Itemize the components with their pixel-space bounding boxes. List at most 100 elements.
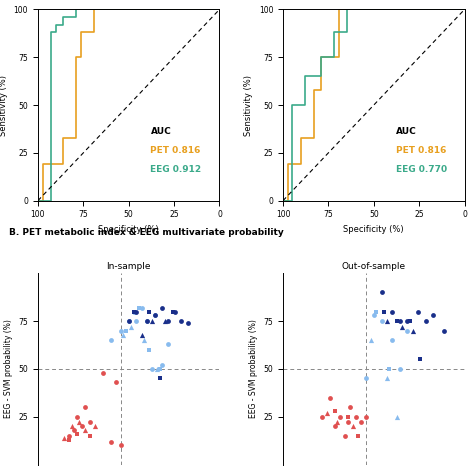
Point <box>86 432 93 439</box>
Point <box>65 432 73 439</box>
Point <box>143 317 151 325</box>
Point <box>409 327 417 335</box>
Point <box>133 317 140 325</box>
Point <box>373 308 380 315</box>
Point <box>81 426 88 434</box>
Point <box>151 311 158 319</box>
Point <box>81 403 88 411</box>
Point <box>385 365 393 373</box>
Text: PET 0.816: PET 0.816 <box>395 146 446 155</box>
Point <box>362 413 370 420</box>
Point <box>138 304 146 311</box>
Point <box>60 434 68 442</box>
Point <box>341 432 349 439</box>
Point <box>128 323 135 331</box>
Point <box>396 317 403 325</box>
Point <box>73 430 81 438</box>
Point <box>73 413 81 420</box>
Point <box>177 317 184 325</box>
Point <box>159 361 166 369</box>
Point <box>107 337 114 344</box>
Text: PET 0.816: PET 0.816 <box>150 146 201 155</box>
Point <box>378 317 385 325</box>
Point <box>417 356 424 363</box>
Point <box>399 323 406 331</box>
Point <box>367 337 375 344</box>
Point <box>362 374 370 382</box>
Point <box>68 422 75 430</box>
Point <box>117 442 125 449</box>
Point <box>323 409 331 417</box>
Point <box>414 308 422 315</box>
Point <box>133 308 140 315</box>
Point <box>148 317 156 325</box>
Point <box>148 365 156 373</box>
Point <box>130 308 137 315</box>
Point <box>370 311 378 319</box>
Point <box>169 308 176 315</box>
Point <box>91 422 99 430</box>
Point <box>352 413 359 420</box>
Text: AUC: AUC <box>395 127 416 136</box>
Point <box>156 374 164 382</box>
Point <box>429 311 437 319</box>
Point <box>349 422 357 430</box>
X-axis label: Specificity (%): Specificity (%) <box>344 225 404 234</box>
Y-axis label: Sensitivity (%): Sensitivity (%) <box>244 74 253 136</box>
Point <box>388 337 396 344</box>
Point <box>334 419 341 426</box>
Point <box>99 369 107 376</box>
Point <box>344 419 352 426</box>
Point <box>120 331 128 338</box>
Point <box>151 311 158 319</box>
Text: B. PET metabolic index & EEG multivariate probability: B. PET metabolic index & EEG multivariat… <box>9 228 284 237</box>
Point <box>184 319 192 327</box>
Point <box>355 432 362 439</box>
Point <box>164 317 172 325</box>
Y-axis label: Sensitivity (%): Sensitivity (%) <box>0 74 8 136</box>
Point <box>65 436 73 444</box>
Point <box>140 337 148 344</box>
Point <box>71 426 78 434</box>
Text: AUC: AUC <box>150 127 171 136</box>
Point <box>86 419 93 426</box>
Point <box>404 327 411 335</box>
Point <box>326 394 334 401</box>
Point <box>344 413 352 420</box>
Point <box>388 308 396 315</box>
Point <box>383 317 391 325</box>
Point <box>336 413 344 420</box>
Point <box>146 308 153 315</box>
Point <box>135 304 143 311</box>
Point <box>383 374 391 382</box>
Point <box>422 317 429 325</box>
Point <box>440 327 447 335</box>
Point <box>161 317 169 325</box>
Point <box>122 327 130 335</box>
Point <box>154 365 161 373</box>
Point <box>393 317 401 325</box>
Point <box>143 317 151 325</box>
Point <box>76 419 83 426</box>
Point <box>125 317 132 325</box>
Title: In-sample: In-sample <box>107 262 151 271</box>
X-axis label: Specificity (%): Specificity (%) <box>99 225 159 234</box>
Point <box>138 331 146 338</box>
Point <box>378 289 385 296</box>
Point <box>164 340 172 348</box>
Point <box>318 413 326 420</box>
Point <box>117 327 125 335</box>
Point <box>331 407 338 415</box>
Point <box>130 308 137 315</box>
Point <box>112 379 119 386</box>
Point <box>331 422 338 430</box>
Point <box>346 403 354 411</box>
Point <box>393 413 401 420</box>
Point <box>159 304 166 311</box>
Y-axis label: EEG - SVM probability (%): EEG - SVM probability (%) <box>4 319 13 419</box>
Title: Out-of-sample: Out-of-sample <box>342 262 406 271</box>
Legend: None, Local, Global: None, Local, Global <box>317 353 370 392</box>
Point <box>406 317 414 325</box>
Point <box>396 365 403 373</box>
Point <box>146 346 153 354</box>
